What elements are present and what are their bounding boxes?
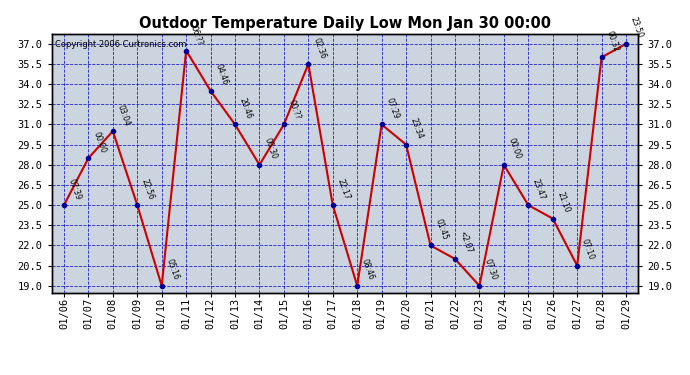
- Text: <2:07: <2:07: [457, 230, 474, 255]
- Text: 07:29: 07:29: [384, 97, 400, 120]
- Text: 01:45: 01:45: [433, 217, 449, 241]
- Text: 21:10: 21:10: [555, 191, 571, 214]
- Text: 06:??: 06:??: [189, 24, 204, 46]
- Text: 07:10: 07:10: [580, 238, 596, 261]
- Text: 00:??: 00:??: [286, 98, 302, 120]
- Text: 20:46: 20:46: [238, 97, 254, 120]
- Text: 03:04: 03:04: [116, 103, 132, 127]
- Title: Outdoor Temperature Daily Low Mon Jan 30 00:00: Outdoor Temperature Daily Low Mon Jan 30…: [139, 16, 551, 31]
- Text: 22:17: 22:17: [335, 178, 351, 201]
- Text: 07:39: 07:39: [67, 177, 83, 201]
- Text: 00:00: 00:00: [91, 130, 107, 154]
- Text: 04:46: 04:46: [213, 63, 229, 87]
- Text: 02:36: 02:36: [311, 36, 327, 60]
- Text: 00:00: 00:00: [506, 137, 522, 160]
- Text: 00:30: 00:30: [262, 137, 278, 160]
- Text: 23:47: 23:47: [531, 177, 547, 201]
- Text: 05:16: 05:16: [164, 258, 181, 282]
- Text: 00:32: 00:32: [604, 30, 620, 53]
- Text: 23:34: 23:34: [409, 117, 425, 141]
- Text: Copyright 2006 Curtronics.com: Copyright 2006 Curtronics.com: [55, 40, 186, 49]
- Text: 07:30: 07:30: [482, 258, 498, 282]
- Text: 08:46: 08:46: [360, 258, 376, 282]
- Text: 22:56: 22:56: [140, 177, 156, 201]
- Text: 23:50: 23:50: [629, 16, 644, 40]
